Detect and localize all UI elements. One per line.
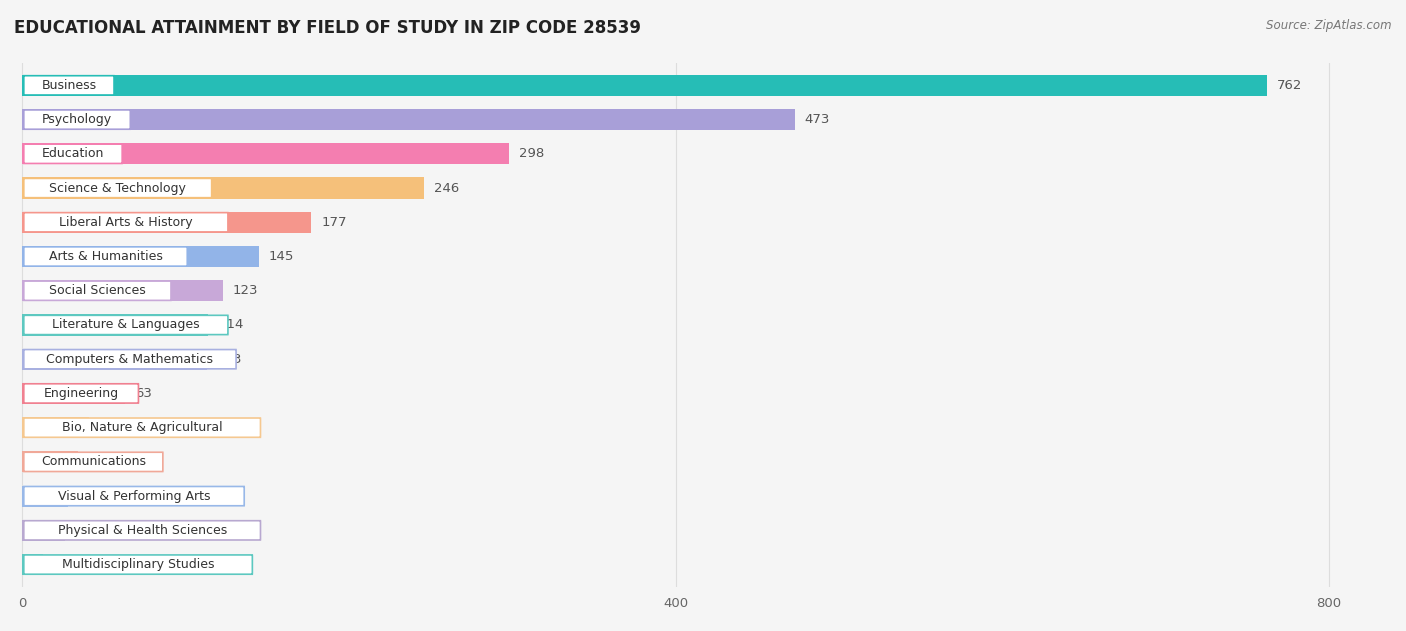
Bar (22, 520, 65, 541)
Text: 473: 473 (804, 113, 830, 126)
Text: Engineering: Engineering (44, 387, 118, 400)
Bar (22, 280, 224, 302)
Text: EDUCATIONAL ATTAINMENT BY FIELD OF STUDY IN ZIP CODE 28539: EDUCATIONAL ATTAINMENT BY FIELD OF STUDY… (14, 19, 641, 37)
FancyBboxPatch shape (24, 487, 245, 506)
Text: Physical & Health Sciences: Physical & Health Sciences (58, 524, 226, 537)
Bar (22, 485, 67, 507)
Text: Social Sciences: Social Sciences (49, 284, 146, 297)
Text: Communications: Communications (41, 456, 146, 468)
Bar (22, 417, 89, 439)
Bar (22, 177, 425, 199)
FancyBboxPatch shape (24, 384, 138, 403)
FancyBboxPatch shape (24, 179, 212, 198)
Text: 246: 246 (434, 182, 460, 194)
Bar (22, 109, 794, 130)
Text: 13: 13 (53, 558, 70, 571)
Text: Psychology: Psychology (42, 113, 112, 126)
Text: 113: 113 (217, 353, 242, 366)
Text: Education: Education (42, 147, 104, 160)
Bar (22, 348, 207, 370)
FancyBboxPatch shape (24, 418, 260, 437)
Bar (22, 211, 311, 233)
Text: Arts & Humanities: Arts & Humanities (49, 250, 163, 263)
Text: Visual & Performing Arts: Visual & Performing Arts (58, 490, 211, 503)
FancyBboxPatch shape (24, 350, 236, 369)
Text: Literature & Languages: Literature & Languages (52, 319, 200, 331)
FancyBboxPatch shape (24, 281, 172, 300)
Text: 34: 34 (87, 456, 104, 468)
Bar (22, 554, 44, 575)
Text: Source: ZipAtlas.com: Source: ZipAtlas.com (1267, 19, 1392, 32)
Bar (22, 451, 77, 473)
FancyBboxPatch shape (24, 144, 122, 163)
Text: 28: 28 (77, 490, 94, 503)
Text: 762: 762 (1277, 79, 1302, 92)
Text: Computers & Mathematics: Computers & Mathematics (46, 353, 214, 366)
Bar (22, 143, 509, 165)
FancyBboxPatch shape (24, 110, 131, 129)
FancyBboxPatch shape (24, 316, 228, 334)
Text: 123: 123 (233, 284, 259, 297)
FancyBboxPatch shape (24, 247, 187, 266)
Text: Multidisciplinary Studies: Multidisciplinary Studies (62, 558, 214, 571)
Text: 63: 63 (135, 387, 152, 400)
FancyBboxPatch shape (24, 213, 228, 232)
Text: Business: Business (41, 79, 97, 92)
FancyBboxPatch shape (24, 76, 114, 95)
Bar (22, 314, 208, 336)
Text: 298: 298 (519, 147, 544, 160)
Text: 177: 177 (321, 216, 347, 229)
Text: 145: 145 (269, 250, 294, 263)
Bar (22, 74, 1267, 96)
Bar (22, 383, 125, 404)
Text: 41: 41 (98, 421, 115, 434)
Text: Science & Technology: Science & Technology (49, 182, 186, 194)
Text: Bio, Nature & Agricultural: Bio, Nature & Agricultural (62, 421, 222, 434)
Text: Liberal Arts & History: Liberal Arts & History (59, 216, 193, 229)
Text: 26: 26 (75, 524, 91, 537)
Text: 114: 114 (218, 319, 243, 331)
FancyBboxPatch shape (24, 555, 252, 574)
FancyBboxPatch shape (24, 452, 163, 471)
FancyBboxPatch shape (24, 521, 260, 540)
Bar (22, 246, 259, 267)
